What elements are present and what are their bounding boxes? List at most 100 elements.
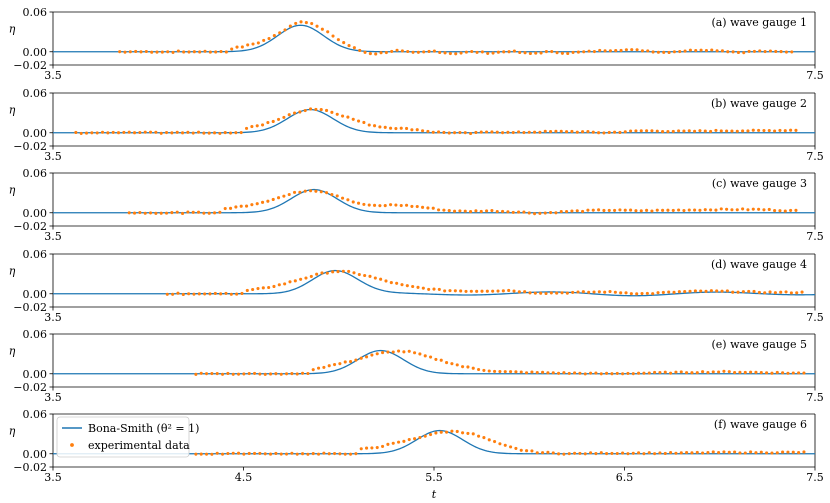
data-point — [375, 352, 379, 356]
data-point — [603, 49, 607, 53]
data-point — [730, 208, 734, 212]
data-point — [695, 450, 699, 454]
data-point — [378, 204, 382, 208]
data-point — [399, 204, 403, 208]
data-point — [506, 130, 510, 134]
data-point — [475, 289, 479, 293]
panel-5: 0.06 0.00−0.02 η 3.5 7.5 (e) wave gauge 5 — [9, 328, 824, 404]
data-point — [223, 131, 227, 135]
data-point — [751, 207, 755, 211]
data-point — [626, 452, 630, 456]
data-point — [79, 131, 83, 135]
data-point — [246, 43, 250, 47]
data-point — [279, 452, 283, 456]
data-point — [555, 51, 559, 55]
data-point — [165, 292, 169, 296]
data-point — [486, 51, 490, 55]
data-point — [343, 360, 347, 364]
data-point — [229, 292, 233, 296]
data-point — [192, 50, 196, 54]
data-point — [498, 442, 502, 446]
data-point — [282, 115, 286, 119]
data-point — [768, 49, 772, 53]
data-point — [578, 371, 582, 375]
data-point — [279, 372, 283, 376]
y-tick-label: 0.00 — [23, 207, 48, 220]
data-point — [501, 289, 505, 293]
panel-title: (f) wave gauge 6 — [714, 418, 807, 431]
data-point — [511, 210, 515, 214]
data-point — [251, 287, 255, 292]
data-point — [591, 208, 595, 212]
data-point — [255, 202, 259, 206]
data-point — [783, 129, 787, 133]
data-point — [765, 451, 769, 455]
data-point — [471, 432, 475, 436]
data-point — [653, 370, 657, 374]
data-point — [658, 451, 662, 455]
data-point — [463, 209, 467, 213]
data-point — [258, 451, 262, 455]
data-point — [325, 191, 329, 195]
data-point — [678, 49, 682, 54]
y-tick-label: −0.02 — [13, 461, 47, 474]
data-point — [439, 430, 443, 434]
data-point — [623, 208, 627, 212]
data-point — [196, 210, 201, 214]
data-point — [359, 356, 363, 360]
data-point — [773, 129, 777, 133]
data-point — [148, 211, 153, 215]
x-tick-label: 3.5 — [44, 471, 62, 484]
data-point — [219, 49, 223, 54]
data-point — [634, 129, 638, 133]
data-point — [736, 290, 740, 294]
data-point — [674, 370, 678, 374]
data-point — [319, 190, 323, 194]
data-point — [565, 291, 569, 295]
data-point — [373, 203, 377, 207]
data-point — [623, 130, 627, 134]
data-point — [714, 208, 718, 212]
data-point — [277, 283, 281, 287]
data-point — [507, 288, 511, 293]
data-point — [583, 372, 587, 376]
data-point — [594, 371, 598, 375]
data-point — [475, 50, 479, 54]
y-tick-label: 0.06 — [23, 6, 48, 19]
data-point — [301, 371, 305, 375]
data-point — [757, 207, 761, 211]
data-point — [317, 366, 321, 370]
data-point — [453, 131, 457, 135]
data-point — [295, 372, 299, 376]
data-point — [642, 371, 646, 375]
data-point — [637, 371, 641, 375]
data-point — [437, 130, 441, 134]
data-point — [288, 24, 292, 28]
data-point — [581, 130, 585, 134]
data-point — [733, 370, 737, 375]
data-point — [605, 371, 609, 375]
data-point — [607, 208, 611, 212]
data-point — [763, 291, 767, 295]
data-point — [768, 290, 772, 294]
data-point — [650, 129, 654, 133]
data-point — [645, 129, 649, 133]
data-point — [669, 450, 673, 455]
data-point — [330, 193, 334, 197]
data-point — [781, 450, 785, 454]
data-point — [471, 366, 475, 370]
data-point — [613, 130, 617, 134]
data-point — [746, 208, 750, 212]
data-point — [554, 211, 558, 215]
data-point — [662, 50, 666, 54]
data-point — [187, 292, 191, 296]
y-tick-label: 0.00 — [23, 368, 48, 381]
data-point — [215, 451, 219, 455]
data-point — [116, 131, 121, 135]
data-point — [570, 129, 574, 134]
data-point — [266, 121, 270, 125]
data-point — [439, 358, 443, 362]
data-point — [754, 451, 758, 455]
data-point — [487, 369, 491, 373]
data-point — [514, 446, 518, 450]
